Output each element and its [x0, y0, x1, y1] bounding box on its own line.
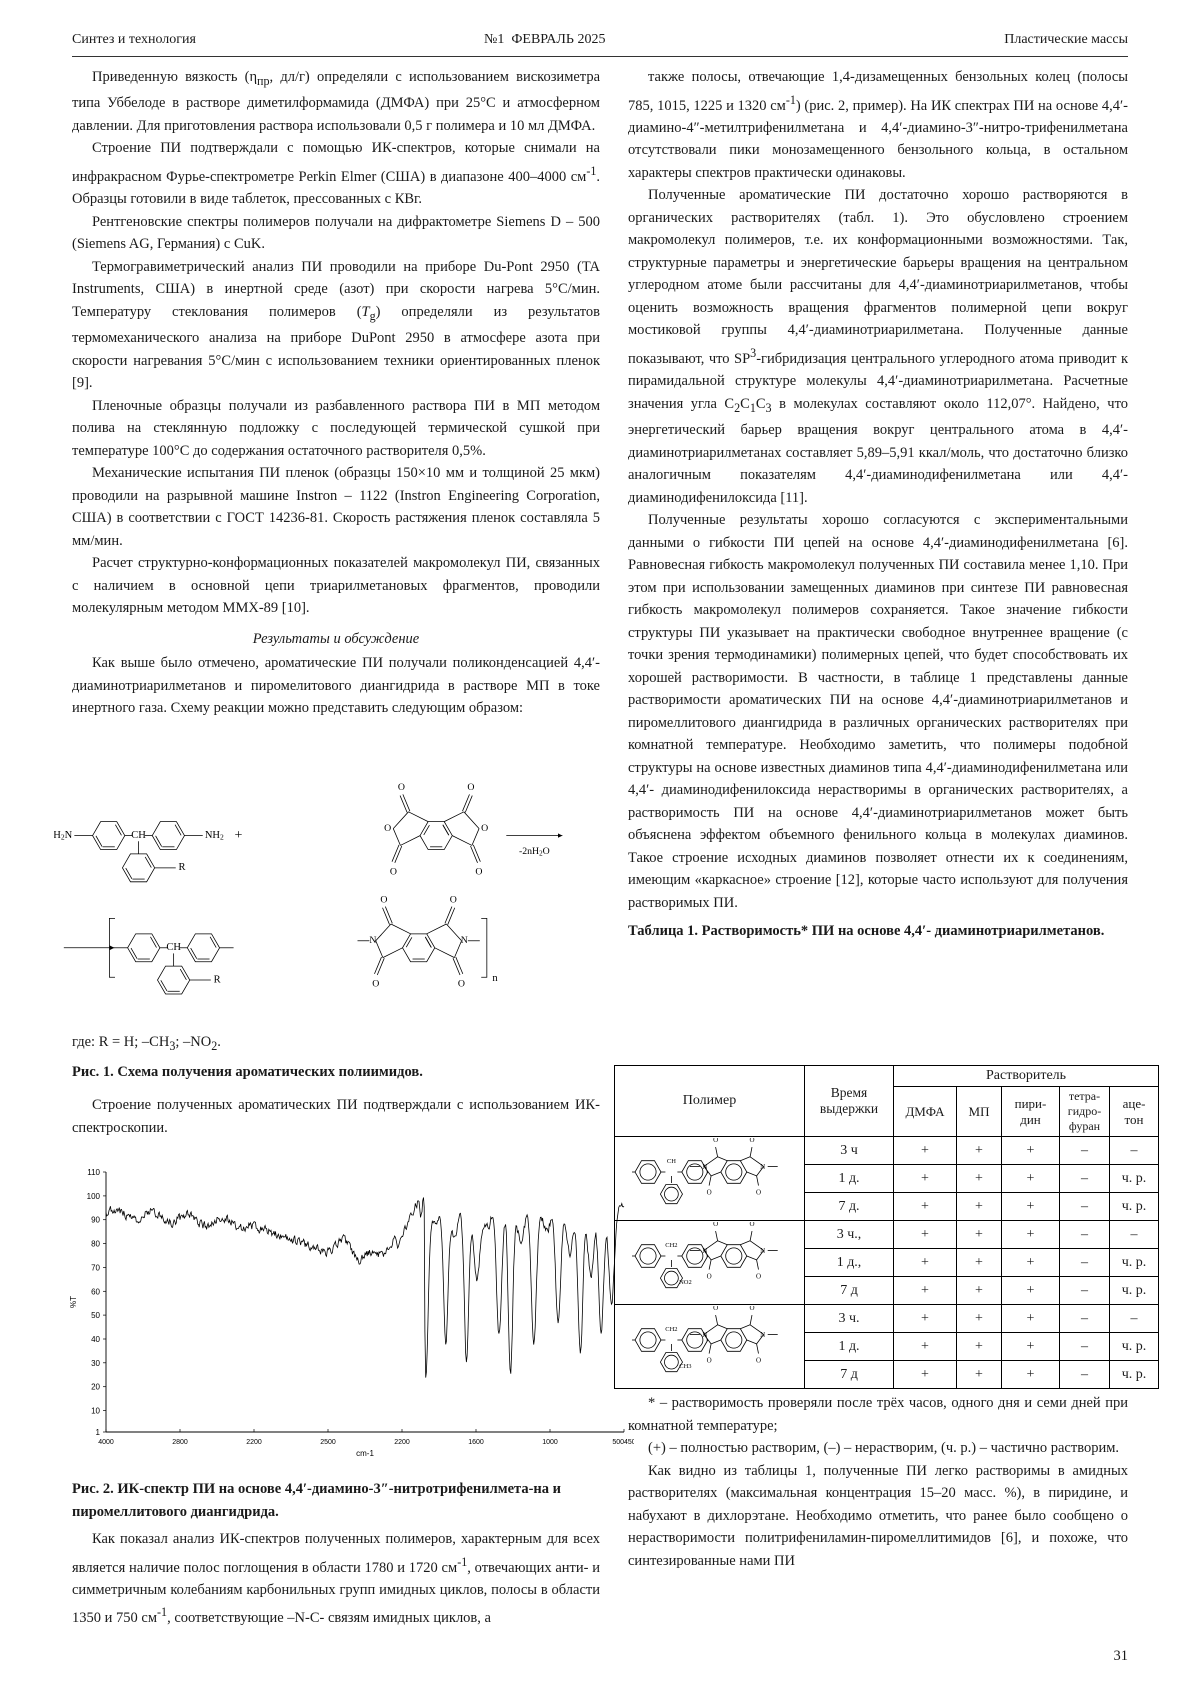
svg-text:CH3: CH3: [679, 1363, 691, 1370]
svg-text:R: R: [214, 974, 221, 985]
svg-text:40: 40: [91, 1335, 100, 1344]
svg-text:O: O: [475, 866, 482, 877]
svg-text:10: 10: [91, 1407, 100, 1416]
svg-text:O: O: [384, 823, 391, 834]
svg-text:1000: 1000: [542, 1439, 558, 1446]
svg-text:2500: 2500: [320, 1439, 336, 1446]
svg-text:O: O: [458, 979, 465, 990]
svg-text:N: N: [702, 1247, 707, 1255]
svg-text:N: N: [760, 1331, 765, 1339]
svg-text:R: R: [179, 862, 186, 873]
svg-text:O: O: [450, 894, 457, 905]
svg-text:O: O: [706, 1357, 711, 1365]
svg-text:N: N: [760, 1163, 765, 1171]
svg-text:CH2: CH2: [665, 1326, 677, 1333]
svg-text:O: O: [749, 1222, 754, 1228]
svg-text:+: +: [235, 828, 243, 843]
svg-text:2200: 2200: [246, 1439, 262, 1446]
svg-text:NO2: NO2: [679, 1279, 692, 1286]
svg-text:%T: %T: [69, 1296, 78, 1308]
svg-text:1: 1: [96, 1428, 101, 1437]
svg-text:O: O: [372, 979, 379, 990]
svg-text:N: N: [369, 935, 376, 946]
svg-text:O: O: [713, 1222, 718, 1228]
svg-text:CH2: CH2: [665, 1242, 677, 1249]
svg-text:N: N: [702, 1331, 707, 1339]
svg-text:N: N: [461, 935, 468, 946]
svg-text:CH: CH: [666, 1158, 675, 1165]
svg-text:-2nH2O: -2nH2O: [519, 846, 550, 858]
svg-text:O: O: [706, 1273, 711, 1281]
svg-text:n: n: [492, 973, 498, 984]
svg-text:110: 110: [87, 1168, 100, 1177]
svg-text:CH: CH: [166, 942, 181, 953]
svg-text:O: O: [390, 866, 397, 877]
svg-text:cm-1: cm-1: [356, 1449, 374, 1458]
svg-text:CH: CH: [131, 830, 146, 841]
svg-text:80: 80: [91, 1240, 100, 1249]
svg-text:H2N: H2N: [54, 830, 73, 842]
svg-text:O: O: [380, 894, 387, 905]
svg-text:O: O: [755, 1189, 760, 1197]
svg-text:1600: 1600: [468, 1439, 484, 1446]
svg-text:70: 70: [91, 1263, 100, 1272]
svg-text:30: 30: [91, 1359, 100, 1368]
svg-text:60: 60: [91, 1287, 100, 1296]
svg-text:90: 90: [91, 1216, 100, 1225]
svg-text:O: O: [713, 1306, 718, 1312]
svg-text:2200: 2200: [394, 1439, 410, 1446]
svg-text:O: O: [467, 783, 474, 793]
svg-text:50: 50: [91, 1311, 100, 1320]
svg-text:O: O: [706, 1189, 711, 1197]
svg-text:O: O: [749, 1138, 754, 1144]
svg-text:2800: 2800: [172, 1439, 188, 1446]
svg-text:N: N: [760, 1247, 765, 1255]
svg-text:O: O: [749, 1306, 754, 1312]
svg-text:N: N: [702, 1163, 707, 1171]
svg-text:O: O: [481, 823, 488, 834]
svg-text:O: O: [755, 1273, 760, 1281]
svg-text:O: O: [713, 1138, 718, 1144]
svg-text:NH2: NH2: [205, 830, 224, 842]
svg-text:O: O: [755, 1357, 760, 1365]
svg-text:20: 20: [91, 1383, 100, 1392]
svg-text:4000: 4000: [98, 1439, 114, 1446]
svg-text:100: 100: [87, 1192, 101, 1201]
svg-text:O: O: [398, 783, 405, 793]
